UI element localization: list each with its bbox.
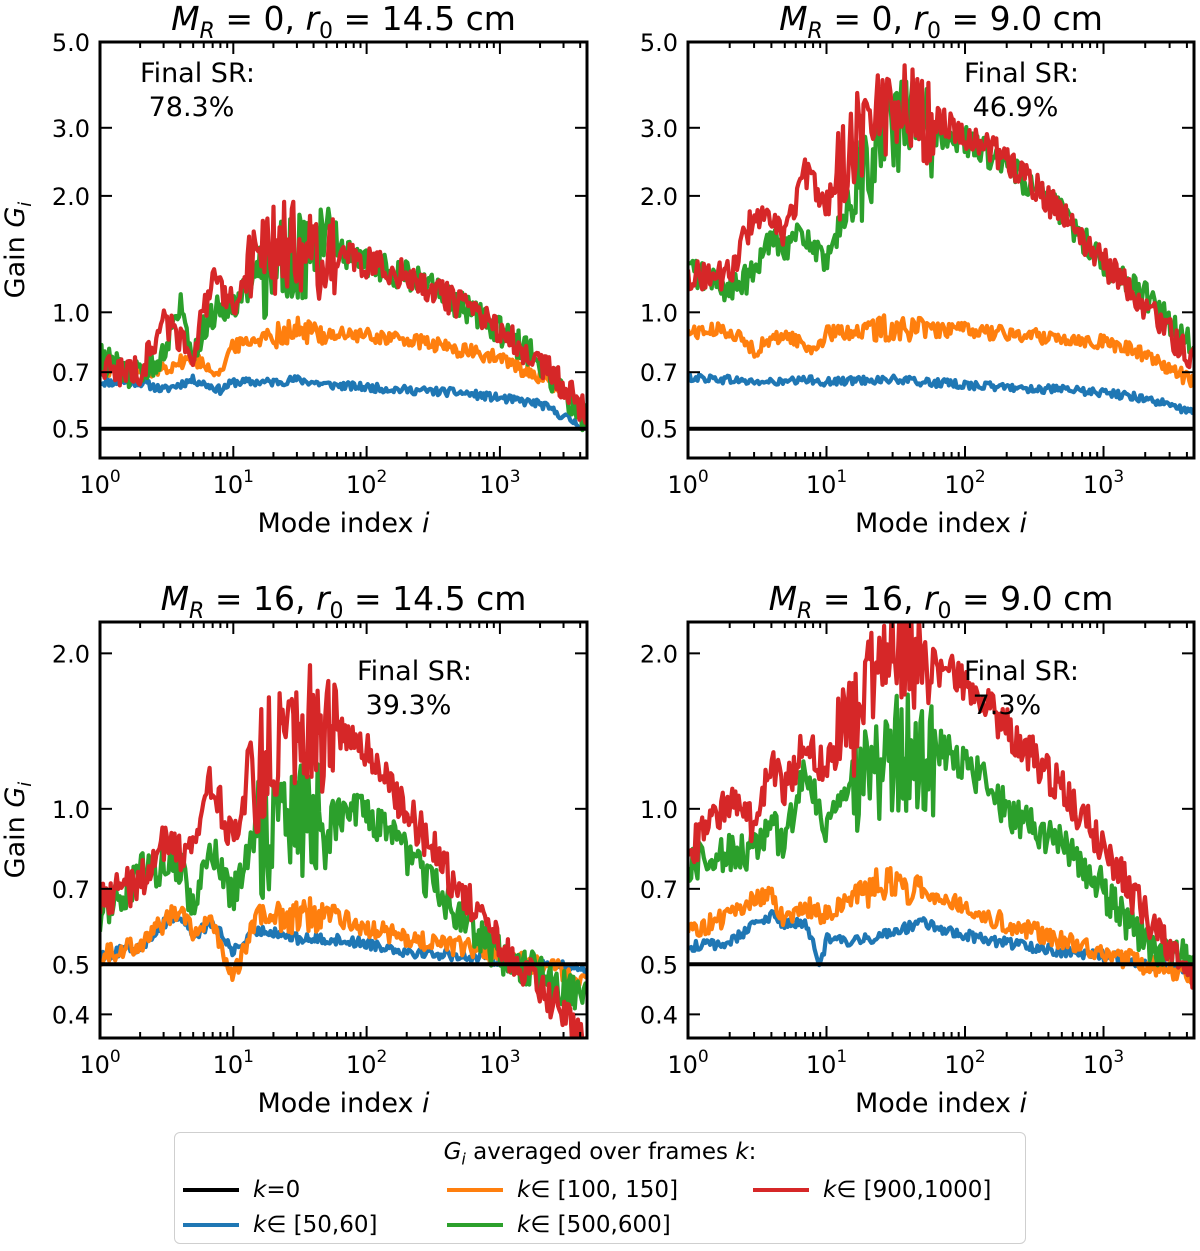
y-tick-label: 2.0 <box>640 640 678 668</box>
panel-title: MR = 0, r0 = 14.5 cm <box>171 0 516 44</box>
series-k100 <box>688 313 1194 389</box>
legend: Gi averaged over frames k: k=0 k∈ [50,60… <box>174 1132 1026 1244</box>
y-tick-label: 0.4 <box>640 1001 678 1029</box>
y-axis-label: Gain Gi <box>0 202 36 299</box>
x-tick-label: 102 <box>346 467 387 499</box>
legend-swatch-k0 <box>183 1188 239 1192</box>
legend-swatch-k100 <box>447 1188 503 1192</box>
legend-title-rest: averaged over frames <box>465 1139 736 1165</box>
y-tick-label: 0.7 <box>52 359 90 387</box>
y-tick-label: 0.5 <box>52 951 90 979</box>
plot-area <box>688 63 1194 431</box>
x-tick-label: 102 <box>944 467 985 499</box>
y-tick-label: 3.0 <box>640 115 678 143</box>
final-sr-annotation: Final SR: 46.9% <box>964 58 1079 123</box>
series-k900 <box>100 199 587 425</box>
final-sr-annotation: Final SR: 39.3% <box>357 656 472 721</box>
y-tick-label: 1.0 <box>640 299 678 327</box>
y-tick-label: 0.7 <box>640 876 678 904</box>
x-axis-label: Mode index i <box>257 508 430 539</box>
y-tick-label: 0.7 <box>52 876 90 904</box>
series-k100 <box>688 866 1194 985</box>
legend-label-k900: k∈ [900,1000] <box>823 1177 992 1203</box>
axes-frame <box>98 40 589 460</box>
y-tick-label: 1.0 <box>640 796 678 824</box>
y-axis-label: Gain Gi <box>0 782 36 879</box>
x-tick-label: 100 <box>667 467 708 499</box>
final-sr-annotation: Final SR: 78.3% <box>140 58 255 123</box>
series-k50 <box>688 371 1194 416</box>
y-tick-label: 0.5 <box>52 416 90 444</box>
y-tick-label: 0.5 <box>640 951 678 979</box>
y-tick-label: 1.0 <box>52 796 90 824</box>
legend-swatch-k900 <box>753 1188 809 1192</box>
axes-frame <box>686 620 1196 1040</box>
x-tick-label: 100 <box>79 1047 120 1079</box>
legend-title-colon: : <box>748 1139 757 1165</box>
axes-frame <box>686 40 1196 460</box>
final-sr-annotation: Final SR: 7.3% <box>964 656 1079 721</box>
x-tick-label: 101 <box>806 467 847 499</box>
x-tick-label: 101 <box>213 467 254 499</box>
y-tick-label: 3.0 <box>52 115 90 143</box>
series-k100 <box>100 315 587 418</box>
x-tick-label: 100 <box>79 467 120 499</box>
panel-title: MR = 16, r0 = 9.0 cm <box>769 579 1114 624</box>
x-tick-label: 101 <box>806 1047 847 1079</box>
series-k900 <box>688 63 1194 370</box>
x-tick-label: 103 <box>479 1047 520 1079</box>
panel-3: 100 101 102 103 0.4 0.5 0.7 1.0 2.0 MR = 16, r0 =… <box>0 579 589 1119</box>
y-tick-label: 0.7 <box>640 359 678 387</box>
x-tick-label: 103 <box>1083 467 1124 499</box>
legend-label-k50: k∈ [50,60] <box>253 1212 378 1238</box>
panel-title: MR = 0, r0 = 9.0 cm <box>779 0 1103 44</box>
y-tick-label: 5.0 <box>640 29 678 57</box>
x-axis-label: Mode index i <box>257 1088 430 1119</box>
legend-title-k: k <box>735 1139 749 1165</box>
plot-area <box>688 622 1194 990</box>
x-axis-label: Mode index i <box>855 508 1028 539</box>
y-tick-label: 0.4 <box>52 1001 90 1029</box>
axes-frame <box>98 620 589 1040</box>
legend-swatch-k500 <box>447 1223 503 1227</box>
legend-swatch-k50 <box>183 1223 239 1227</box>
legend-title-g: G <box>443 1139 462 1165</box>
plot-area <box>100 663 587 1038</box>
legend-title: Gi averaged over frames k: <box>175 1139 1025 1169</box>
x-axis-label: Mode index i <box>855 1088 1028 1119</box>
y-tick-label: 0.5 <box>640 416 678 444</box>
legend-label-k100: k∈ [100, 150] <box>517 1177 679 1203</box>
series-k50 <box>100 373 587 431</box>
x-tick-label: 102 <box>346 1047 387 1079</box>
y-tick-label: 2.0 <box>52 640 90 668</box>
y-tick-label: 2.0 <box>640 183 678 211</box>
panel-4: 100 101 102 103 0.4 0.5 0.7 1.0 2.0 MR = 16, r0 =… <box>640 579 1196 1119</box>
series-k900 <box>688 622 1194 990</box>
series-k900 <box>100 663 587 1038</box>
series-k500 <box>688 692 1194 978</box>
legend-title-sub: i <box>461 1149 466 1169</box>
x-tick-label: 100 <box>667 1047 708 1079</box>
x-tick-label: 103 <box>479 467 520 499</box>
x-tick-label: 102 <box>944 1047 985 1079</box>
y-tick-label: 1.0 <box>52 299 90 327</box>
y-tick-label: 5.0 <box>52 29 90 57</box>
x-tick-label: 101 <box>213 1047 254 1079</box>
plot-area <box>100 199 587 433</box>
legend-label-k0: k=0 <box>253 1177 301 1203</box>
panel-2: 100 101 102 103 0.5 0.7 1.0 2.0 3.0 5.0 MR = 0, r0… <box>640 0 1196 539</box>
panel-title: MR = 16, r0 = 14.5 cm <box>161 579 527 624</box>
legend-label-k500: k∈ [500,600] <box>517 1212 671 1238</box>
x-tick-label: 103 <box>1083 1047 1124 1079</box>
panel-1: 100 101 102 103 0.5 0.7 1.0 2.0 3.0 5.0 MR = 0, r0… <box>0 0 589 539</box>
y-tick-label: 2.0 <box>52 183 90 211</box>
